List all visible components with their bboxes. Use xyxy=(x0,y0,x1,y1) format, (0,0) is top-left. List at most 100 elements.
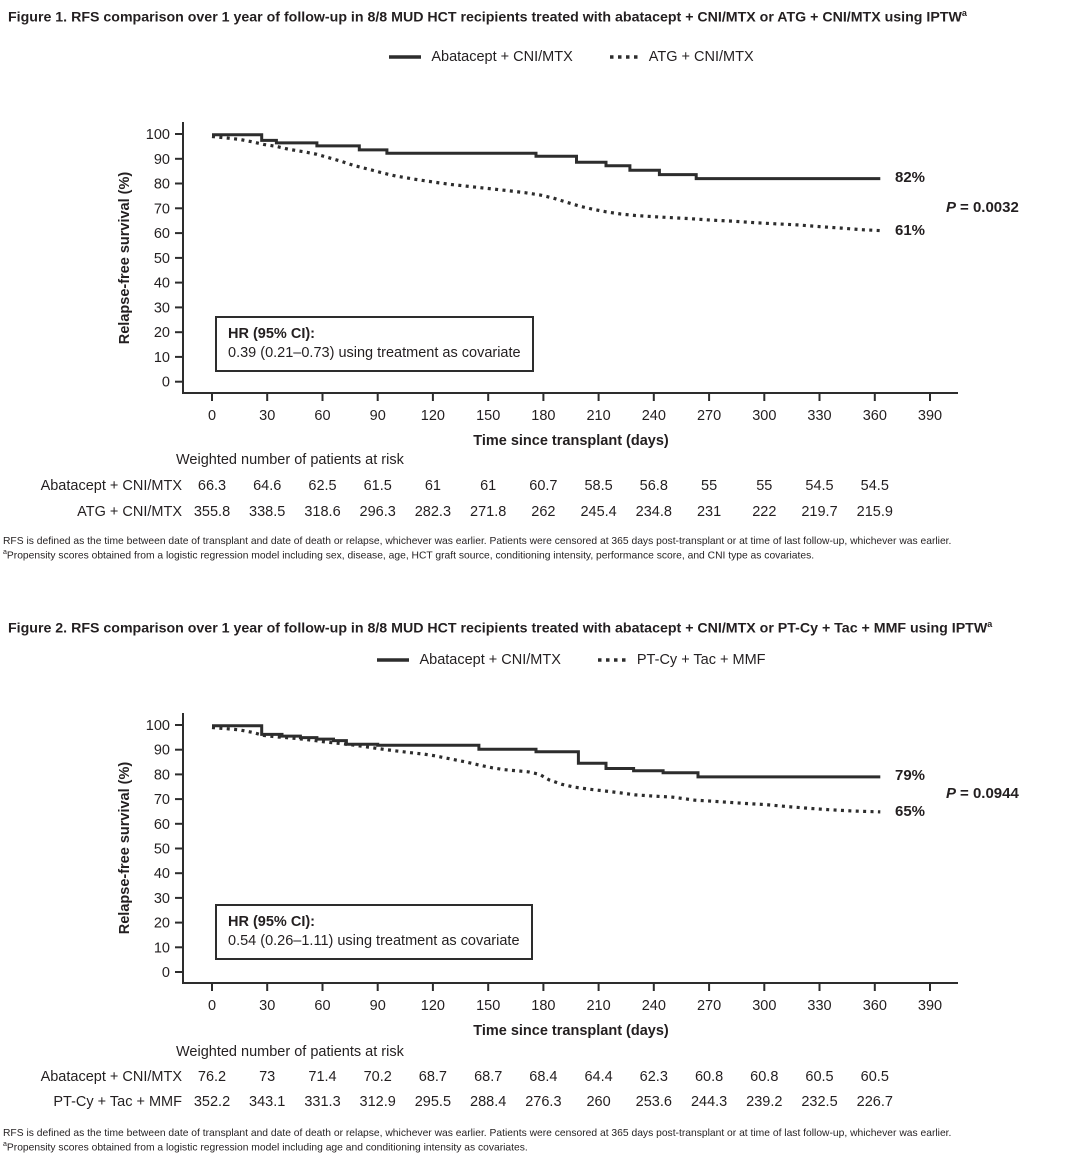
p-number: = 0.0944 xyxy=(960,785,1019,802)
legend-label: PT-Cy + Tac + MMF xyxy=(636,652,766,668)
at-risk-value: 245.4 xyxy=(580,504,617,520)
figure1-legend-item-abatacept: Abatacept + CNI/MTX xyxy=(388,49,573,65)
x-tick-label: 300 xyxy=(752,998,776,1014)
at-risk-value: 55 xyxy=(756,478,773,494)
x-tick-label: 120 xyxy=(421,998,445,1014)
at-risk-value: 55 xyxy=(701,478,718,494)
curve-solid xyxy=(212,724,881,779)
curve-solid xyxy=(212,133,881,181)
footnote-text: Propensity scores obtained from a logist… xyxy=(6,550,815,562)
figure2-p-value: P = 0.0944 xyxy=(946,785,1019,802)
hr-box-title: HR (95% CI): xyxy=(228,914,316,930)
at-risk-value: 60.8 xyxy=(750,1069,779,1085)
at-risk-value: 60.5 xyxy=(805,1069,834,1085)
figure2-footnote-1: RFS is defined as the time between date … xyxy=(3,1128,952,1139)
figure2-title: Figure 2. RFS comparison over 1 year of … xyxy=(8,619,992,637)
at-risk-value: 244.3 xyxy=(690,1094,728,1110)
legend-label: Abatacept + CNI/MTX xyxy=(431,49,573,65)
at-risk-value: 215.9 xyxy=(856,504,893,520)
at-risk-value: 60.5 xyxy=(860,1069,889,1085)
figure2-hr-box: HR (95% CI): 0.54 (0.26–1.11) using trea… xyxy=(215,904,533,960)
at-risk-value: 262 xyxy=(531,504,556,520)
y-tick-label: 70 xyxy=(154,792,170,808)
figure1-footnote-1: RFS is defined as the time between date … xyxy=(3,536,952,547)
x-tick-label: 360 xyxy=(863,998,887,1014)
at-risk-value: 58.5 xyxy=(584,478,613,494)
figure1-p-value: P = 0.0032 xyxy=(946,199,1019,216)
x-tick-label: 210 xyxy=(586,408,610,424)
y-tick-label: 60 xyxy=(154,817,170,833)
at-risk-value: 253.6 xyxy=(635,1094,672,1110)
footnote-superscript: a xyxy=(3,549,7,556)
at-risk-value: 64.6 xyxy=(253,478,282,494)
x-tick-label: 120 xyxy=(421,408,445,424)
x-tick-label: 390 xyxy=(918,998,942,1014)
figure2-legend-item-abatacept: Abatacept + CNI/MTX xyxy=(376,652,561,668)
p-symbol: P xyxy=(946,785,957,802)
at-risk-value: 352.2 xyxy=(193,1094,231,1110)
at-risk-value: 232.5 xyxy=(801,1094,838,1110)
y-tick-label: 50 xyxy=(154,251,170,267)
at-risk-value: 318.6 xyxy=(304,504,341,520)
at-risk-value: 338.5 xyxy=(249,504,286,520)
dotted-line-swatch-icon xyxy=(609,55,640,59)
at-risk-row-label: Abatacept + CNI/MTX xyxy=(40,1069,182,1085)
x-tick-label: 270 xyxy=(697,998,721,1014)
x-tick-label: 150 xyxy=(476,408,500,424)
x-tick-label: 90 xyxy=(370,998,386,1014)
x-tick-label: 30 xyxy=(259,998,275,1014)
x-tick-label: 0 xyxy=(208,998,216,1014)
at-risk-value: 54.5 xyxy=(860,478,889,494)
at-risk-value: 295.5 xyxy=(414,1094,452,1110)
x-tick-label: 60 xyxy=(314,408,330,424)
at-risk-value: 226.7 xyxy=(856,1094,893,1110)
figure1-at-risk-header: Weighted number of patients at risk xyxy=(176,452,404,468)
at-risk-value: 219.7 xyxy=(801,504,838,520)
at-risk-value: 331.3 xyxy=(304,1094,341,1110)
at-risk-value: 73 xyxy=(259,1069,276,1085)
x-tick-label: 240 xyxy=(642,408,666,424)
legend-label: ATG + CNI/MTX xyxy=(648,49,754,65)
x-tick-label: 0 xyxy=(208,408,216,424)
at-risk-value: 61 xyxy=(424,478,441,494)
figure2-y-axis-title: Relapse-free survival (%) xyxy=(117,761,133,935)
at-risk-value: 355.8 xyxy=(193,504,231,520)
at-risk-value: 70.2 xyxy=(363,1069,392,1085)
figure2-at-risk-header: Weighted number of patients at risk xyxy=(176,1044,404,1060)
figure1-title: Figure 1. RFS comparison over 1 year of … xyxy=(8,8,967,26)
y-tick-label: 40 xyxy=(154,866,170,882)
figure1-hr-box: HR (95% CI): 0.39 (0.21–0.73) using trea… xyxy=(215,316,534,372)
at-risk-value: 68.7 xyxy=(474,1069,503,1085)
y-tick-label: 100 xyxy=(146,718,170,734)
x-tick-label: 360 xyxy=(863,408,887,424)
axis-lines xyxy=(182,122,958,394)
at-risk-value: 68.7 xyxy=(418,1069,447,1085)
at-risk-value: 271.8 xyxy=(470,504,507,520)
at-risk-value: 222 xyxy=(752,504,777,520)
figure2-title-text: Figure 2. RFS comparison over 1 year of … xyxy=(8,620,988,637)
at-risk-value: 76.2 xyxy=(197,1069,227,1085)
y-tick-label: 10 xyxy=(154,940,170,956)
y-tick-label: 0 xyxy=(162,965,170,981)
at-risk-value: 60.8 xyxy=(694,1069,724,1085)
y-tick-label: 30 xyxy=(154,300,170,316)
solid-line-swatch-icon xyxy=(389,55,422,59)
x-tick-label: 240 xyxy=(642,998,666,1014)
hr-box-title: HR (95% CI): xyxy=(228,326,316,342)
at-risk-value: 343.1 xyxy=(249,1094,286,1110)
y-tick-label: 90 xyxy=(154,152,170,168)
y-tick-label: 10 xyxy=(154,350,170,366)
x-tick-label: 150 xyxy=(476,998,500,1014)
at-risk-value: 234.8 xyxy=(635,504,672,520)
figure2-title-superscript: a xyxy=(987,619,993,629)
x-tick-label: 30 xyxy=(259,408,275,424)
axis-lines xyxy=(182,713,958,984)
p-symbol: P xyxy=(946,199,957,216)
footnote-superscript: a xyxy=(3,1141,7,1148)
hr-box-value: 0.39 (0.21–0.73) using treatment as cova… xyxy=(228,345,521,361)
figure1-y-axis-title: Relapse-free survival (%) xyxy=(117,171,133,345)
at-risk-value: 239.2 xyxy=(746,1094,783,1110)
figure1-title-superscript: a xyxy=(961,8,967,18)
